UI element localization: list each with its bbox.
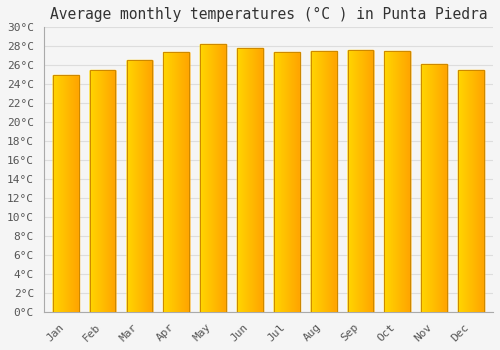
Bar: [53, 75, 78, 312]
Bar: [310, 51, 336, 312]
Title: Average monthly temperatures (°C ) in Punta Piedra: Average monthly temperatures (°C ) in Pu…: [50, 7, 487, 22]
Bar: [458, 70, 484, 312]
Bar: [200, 44, 226, 312]
Bar: [126, 60, 152, 312]
Bar: [421, 64, 447, 312]
Bar: [384, 51, 410, 312]
Bar: [348, 50, 374, 312]
Bar: [237, 48, 263, 312]
Bar: [90, 70, 116, 312]
Bar: [274, 52, 299, 312]
Bar: [164, 52, 189, 312]
